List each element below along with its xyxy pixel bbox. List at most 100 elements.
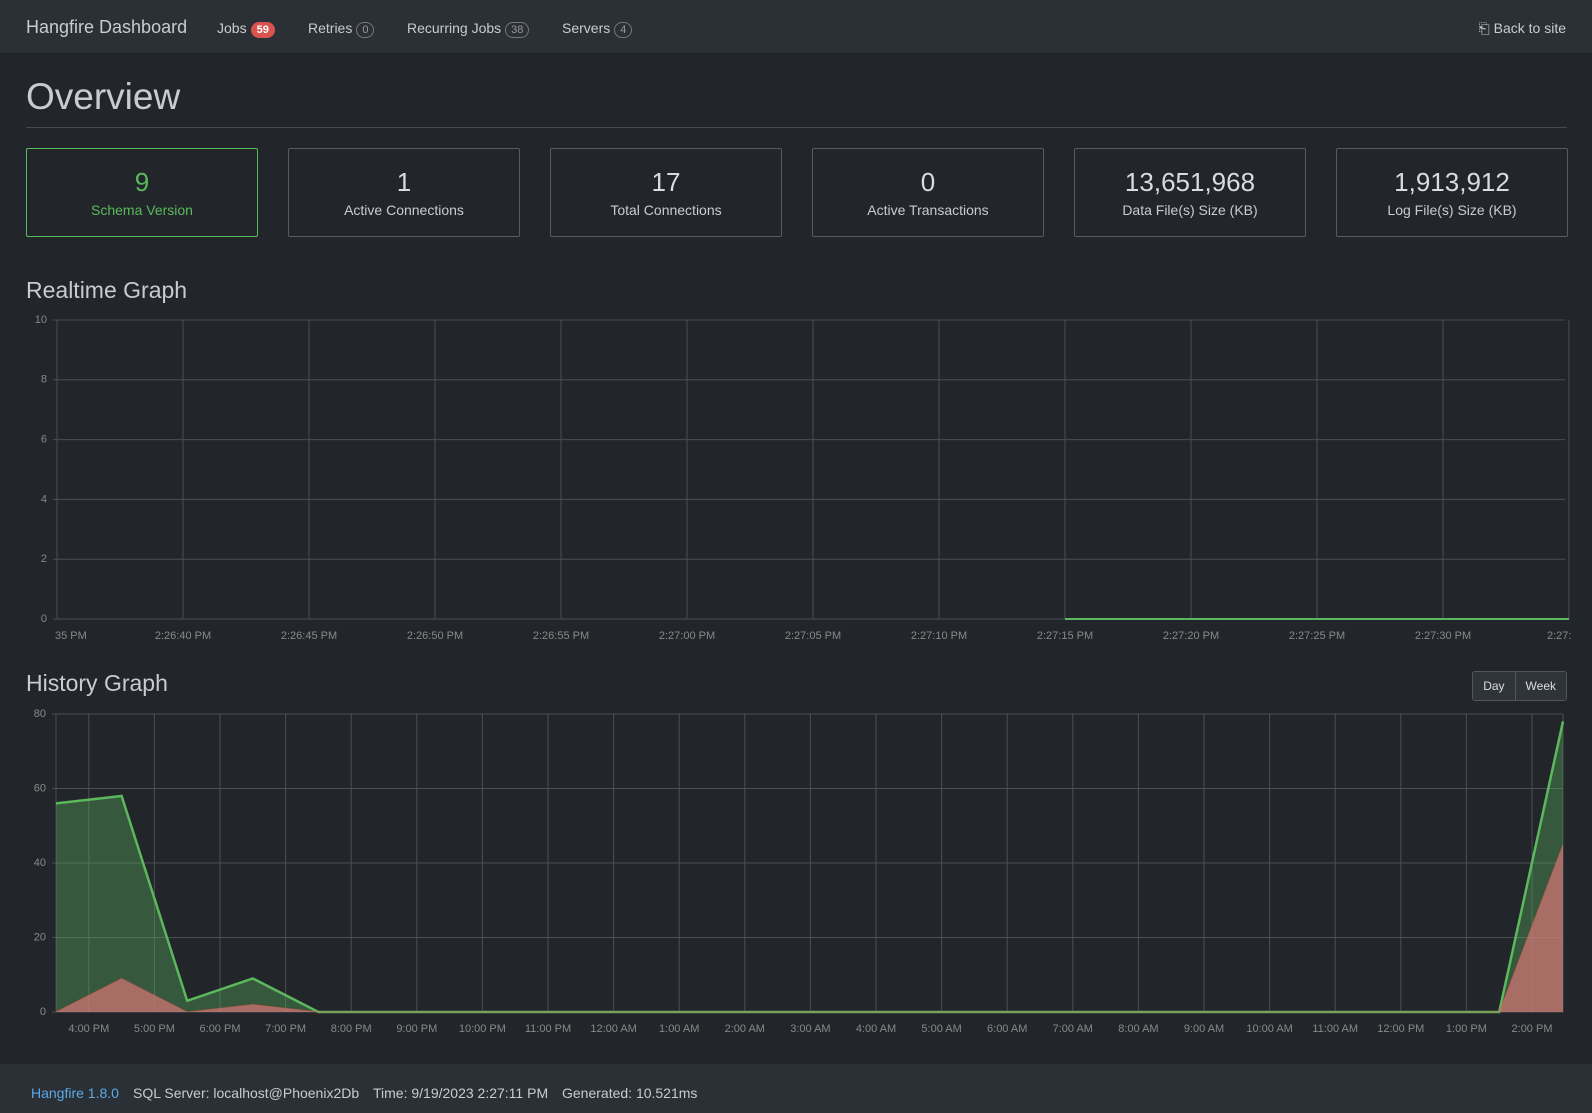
button[interactable]: Week bbox=[1514, 672, 1566, 700]
nav-label: Jobs bbox=[217, 20, 247, 36]
badge: 0 bbox=[356, 22, 375, 38]
footer-server: SQL Server: localhost@Phoenix2Db bbox=[133, 1085, 360, 1101]
range-buttons: Day Week bbox=[1472, 671, 1567, 701]
section-title: Realtime Graph bbox=[26, 277, 188, 303]
y-tick-label: 0 bbox=[41, 613, 47, 625]
metric-value: 0 bbox=[920, 167, 936, 197]
series-area bbox=[56, 844, 1563, 1012]
metric-card: 17 Total Connections bbox=[550, 148, 782, 237]
series-line bbox=[55, 844, 1564, 1013]
metric-card: 13,651,968 Data File(s) Size (KB) bbox=[1074, 148, 1306, 237]
metric-card: 1,913,912 Log File(s) Size (KB) bbox=[1336, 148, 1568, 237]
badge: 4 bbox=[614, 22, 633, 38]
divider bbox=[26, 127, 1567, 128]
y-tick-label: 4 bbox=[41, 493, 47, 505]
x-tick-label: 12:00 AM bbox=[590, 1023, 636, 1035]
version-link[interactable]: Hangfire 1.8.0 bbox=[31, 1085, 119, 1101]
y-tick-label: 20 bbox=[34, 931, 46, 943]
metric-label: Active Connections bbox=[344, 202, 464, 218]
metric-label: Data File(s) Size (KB) bbox=[1122, 202, 1258, 218]
x-tick-label: 2:27:15 PM bbox=[1037, 630, 1093, 642]
x-tick-label: 10:00 PM bbox=[459, 1023, 506, 1035]
badge: 59 bbox=[250, 22, 275, 38]
x-tick-label: 9:00 AM bbox=[1184, 1023, 1224, 1035]
nav-label: Recurring Jobs bbox=[407, 20, 502, 36]
nav-item[interactable]: Recurring Jobs 38 bbox=[407, 20, 530, 38]
y-tick-label: 2 bbox=[41, 553, 47, 565]
series-area bbox=[56, 721, 1563, 1012]
metric-card: 1 Active Connections bbox=[288, 148, 520, 237]
nav-item[interactable]: Retries 0 bbox=[308, 20, 375, 38]
navbar: Hangfire Dashboard Jobs 59 Retries 0 Recur… bbox=[0, 0, 1592, 54]
x-tick-label: 5:00 AM bbox=[921, 1023, 961, 1035]
x-tick-label: 2:27:20 PM bbox=[1163, 630, 1219, 642]
y-tick-label: 0 bbox=[40, 1006, 46, 1018]
metric-value: 9 bbox=[134, 167, 150, 197]
x-tick-label: 12:00 PM bbox=[1377, 1023, 1424, 1035]
page-title: Overview bbox=[26, 76, 181, 117]
metric-label: Active Transactions bbox=[867, 202, 989, 218]
metric-value: 1 bbox=[396, 167, 412, 197]
x-tick-label: 11:00 AM bbox=[1312, 1023, 1358, 1035]
x-tick-label: 2:26:50 PM bbox=[407, 630, 463, 642]
x-tick-label: 2:27:25 PM bbox=[1289, 630, 1345, 642]
x-tick-label: 2:27:05 PM bbox=[785, 630, 841, 642]
badge: 38 bbox=[505, 22, 530, 38]
footer-generated: Generated: 10.521ms bbox=[562, 1085, 698, 1101]
metric-label: Log File(s) Size (KB) bbox=[1387, 202, 1517, 218]
x-tick-label: 2:26:55 PM bbox=[533, 630, 589, 642]
y-tick-label: 10 bbox=[35, 314, 47, 326]
back-link[interactable]: ⎗ Back to site bbox=[1478, 20, 1566, 36]
x-tick-label: 6:00 PM bbox=[200, 1023, 241, 1035]
y-tick-label: 6 bbox=[41, 434, 47, 446]
realtime-chart: 0 2 4 6 8 10 35 PM 2:26:40 PM 2:26:45 PM 2:26:50 … bbox=[35, 314, 1572, 642]
nav-label: Retries bbox=[308, 20, 353, 36]
metric-label: Total Connections bbox=[610, 202, 722, 218]
x-tick-label: 1:00 PM bbox=[1446, 1023, 1487, 1035]
x-tick-label: 7:00 PM bbox=[265, 1023, 306, 1035]
nav-label: Servers bbox=[562, 20, 611, 36]
metric-label: Schema Version bbox=[91, 202, 193, 218]
x-tick-label: 2:26:45 PM bbox=[281, 630, 337, 642]
metric-value: 1,913,912 bbox=[1394, 167, 1510, 197]
x-tick-label: 2:27:10 PM bbox=[911, 630, 967, 642]
x-tick-label: 2:26:40 PM bbox=[155, 630, 211, 642]
x-tick-label: 11:00 PM bbox=[525, 1023, 571, 1035]
x-tick-label: 2:00 PM bbox=[1512, 1023, 1553, 1035]
metric-card: 9 Schema Version bbox=[26, 148, 258, 237]
nav-item[interactable]: Servers 4 bbox=[562, 20, 633, 38]
x-tick-label: 2:27: bbox=[1547, 630, 1571, 642]
x-tick-label: 10:00 AM bbox=[1246, 1023, 1292, 1035]
x-tick-label: 2:00 AM bbox=[725, 1023, 765, 1035]
brand[interactable]: Hangfire Dashboard bbox=[26, 17, 188, 37]
footer: Hangfire 1.8.0 SQL Server: localhost@Pho… bbox=[0, 1064, 1592, 1113]
x-tick-label: 7:00 AM bbox=[1053, 1023, 1093, 1035]
metric-card: 0 Active Transactions bbox=[812, 148, 1044, 237]
footer-time: Time: 9/19/2023 2:27:11 PM bbox=[373, 1085, 549, 1101]
nav-item[interactable]: Jobs 59 bbox=[217, 20, 275, 38]
x-tick-label: 4:00 AM bbox=[856, 1023, 896, 1035]
x-tick-label: 3:00 AM bbox=[790, 1023, 830, 1035]
x-tick-label: 4:00 PM bbox=[68, 1023, 109, 1035]
button[interactable]: Day bbox=[1473, 672, 1515, 700]
series-line bbox=[55, 721, 1565, 1014]
x-tick-label: 5:00 PM bbox=[134, 1023, 175, 1035]
x-tick-label: 8:00 PM bbox=[331, 1023, 372, 1035]
back-label: Back to site bbox=[1493, 20, 1566, 36]
history-chart: 0 20 40 60 80 4:00 PM 5:00 PM 6:00 PM 7:00 PM 8:0… bbox=[34, 708, 1565, 1035]
metric-value: 17 bbox=[651, 167, 681, 197]
metric-value: 13,651,968 bbox=[1124, 167, 1256, 197]
x-tick-label: 35 PM bbox=[55, 630, 87, 642]
x-tick-label: 2:27:30 PM bbox=[1415, 630, 1471, 642]
y-tick-label: 80 bbox=[34, 708, 46, 720]
y-tick-label: 40 bbox=[34, 857, 46, 869]
section-title: History Graph bbox=[26, 670, 168, 696]
x-tick-label: 9:00 PM bbox=[396, 1023, 437, 1035]
x-tick-label: 2:27:00 PM bbox=[659, 630, 715, 642]
x-tick-label: 8:00 AM bbox=[1118, 1023, 1158, 1035]
y-tick-label: 8 bbox=[41, 374, 47, 386]
x-tick-label: 6:00 AM bbox=[987, 1023, 1027, 1035]
x-tick-label: 1:00 AM bbox=[659, 1023, 699, 1035]
y-tick-label: 60 bbox=[34, 782, 46, 794]
